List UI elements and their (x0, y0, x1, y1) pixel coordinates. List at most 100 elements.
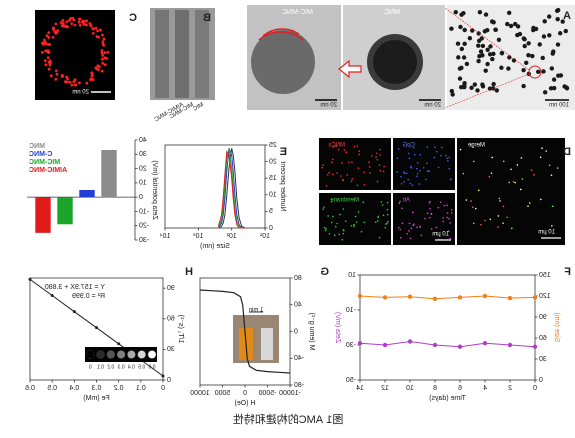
y-tick-label: 0 (167, 377, 171, 384)
y-tick-label: 90 (539, 314, 547, 321)
particle (551, 49, 556, 54)
ring-dot (78, 23, 82, 27)
particle (524, 60, 529, 66)
particle (462, 84, 467, 90)
particle (469, 85, 474, 91)
dot (498, 197, 501, 200)
dot (410, 227, 413, 230)
dot (550, 174, 553, 177)
dot (408, 222, 411, 225)
dot (375, 152, 378, 155)
particle (478, 49, 484, 54)
particle (496, 37, 502, 42)
ring-dot (45, 34, 49, 37)
dot (403, 172, 406, 174)
dot (462, 172, 465, 175)
dot (416, 175, 418, 178)
particle (476, 38, 482, 44)
dot (383, 165, 385, 168)
particle (455, 41, 461, 46)
point (532, 344, 538, 349)
particle (477, 10, 483, 15)
dot (437, 206, 440, 209)
dot (343, 149, 346, 151)
dot (512, 180, 515, 183)
dot (338, 233, 341, 236)
particle (560, 19, 565, 24)
dot (471, 206, 474, 208)
dot (407, 178, 410, 181)
particle (472, 82, 478, 87)
x-tick-label: 0.3 (92, 385, 102, 392)
dot (351, 161, 353, 163)
y-tick-label: 20 (269, 158, 277, 165)
dot (339, 175, 342, 177)
ring-dot (61, 22, 65, 25)
dot (400, 183, 403, 185)
scale-label: 10 μm (538, 230, 555, 236)
y-axis-label: 1/T₁ (s⁻¹) (177, 315, 184, 344)
dot (520, 188, 522, 191)
phantom (116, 350, 126, 359)
dot (473, 160, 475, 163)
ring-dot (101, 57, 104, 61)
dot (539, 156, 542, 159)
y-tick-label: -30 (346, 342, 356, 349)
dot (350, 224, 353, 227)
ring-dot (55, 31, 59, 35)
particle (563, 28, 568, 34)
phantom-label: 0 (89, 364, 92, 370)
scale-label: 20 nm (424, 103, 441, 109)
x-tick-label: 0.4 (69, 385, 79, 392)
dot (407, 152, 410, 155)
dot (344, 220, 347, 222)
phantom-label: 0.1 (97, 364, 104, 370)
point (432, 296, 438, 301)
particle (526, 52, 531, 58)
channel-label: Membrane (330, 198, 359, 204)
x-axis-label: Size (nm) (200, 243, 230, 250)
dot (343, 229, 345, 232)
particle (458, 24, 463, 30)
ring-dot (54, 77, 58, 81)
particle (461, 10, 466, 16)
point (72, 310, 76, 314)
phantom (127, 350, 136, 359)
particle (551, 77, 557, 82)
dot (447, 159, 449, 162)
dot (424, 217, 426, 220)
ring-dot (61, 18, 65, 22)
dot (326, 173, 329, 176)
particle (480, 43, 486, 49)
particle (485, 28, 490, 33)
plot-frame (359, 274, 536, 381)
particle (526, 41, 531, 46)
ring-dot (59, 21, 63, 24)
cpg-image (393, 138, 455, 190)
dot (387, 220, 389, 223)
ring-dot (85, 81, 89, 85)
dot (353, 225, 355, 227)
ring-dot (65, 75, 69, 79)
particle (485, 47, 490, 52)
dot (499, 200, 501, 202)
ring-dot (73, 23, 77, 27)
point (457, 295, 463, 300)
particle (511, 58, 517, 63)
particle (555, 16, 560, 22)
particle (490, 86, 496, 91)
dot (353, 145, 356, 148)
red-ring (40, 16, 110, 87)
dot (400, 175, 402, 178)
size-curve (217, 148, 245, 229)
x-tick-label: 8 (433, 385, 437, 392)
dot (491, 156, 493, 159)
particle (542, 90, 548, 95)
y-tick-label: 40 (139, 137, 147, 144)
particle (517, 31, 523, 37)
ring-dot (56, 29, 60, 32)
particle (541, 69, 546, 74)
dot (332, 146, 334, 148)
x-tick-label: -10000 (279, 390, 301, 397)
dot (418, 183, 421, 185)
